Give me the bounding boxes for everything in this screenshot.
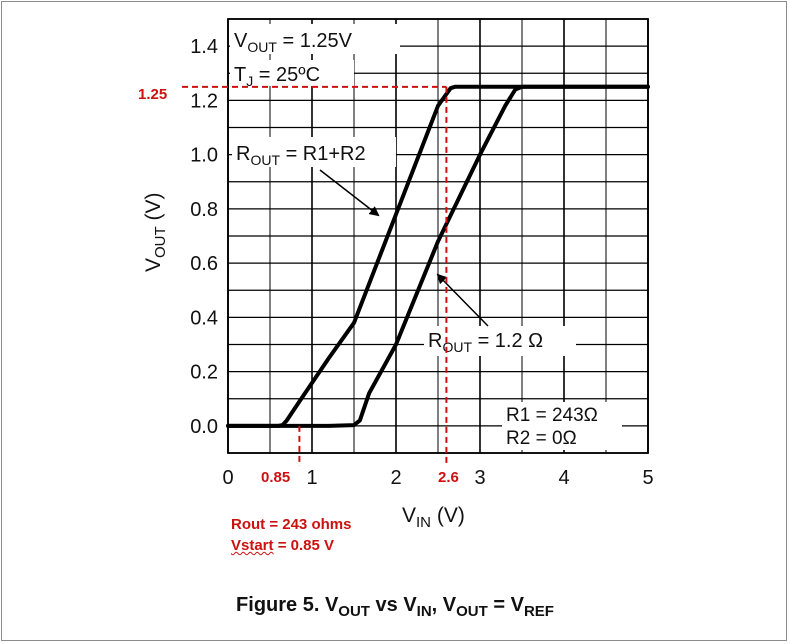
figure-caption: Figure 5. VOUT vs VIN, VOUT = VREF <box>236 594 554 620</box>
y-axis-title: VOUT (V) <box>142 192 169 272</box>
y-marker-label: 1.25 <box>138 86 167 103</box>
annotation-notes: Rout = 243 ohms Vstart = 0.85 V <box>231 514 351 556</box>
r-labels-bg <box>502 402 622 450</box>
grid <box>227 18 649 454</box>
y-tick-label: 1.0 <box>190 145 218 167</box>
note-vstart-word: Vstart <box>231 537 274 554</box>
x-tick-label: 5 <box>642 467 653 489</box>
label-rout2: ROUT = 1.2 Ω <box>428 330 543 355</box>
r2-label: R2 = 0Ω <box>506 428 577 449</box>
tick-labels: 0 1 2 3 4 5 0.0 0.2 0.4 0.6 0.8 1.0 1.2 1.4 <box>190 36 653 489</box>
y-tick-label: 0.6 <box>190 253 218 275</box>
x-tick-label: 3 <box>474 467 485 489</box>
label-rout1-bg <box>232 137 396 167</box>
y-tick-label: 1.4 <box>190 36 218 58</box>
note-vstart-value: = 0.85 V <box>273 537 334 554</box>
note-vstart: Vstart = 0.85 V <box>231 535 351 556</box>
x-axis-title: VIN (V) <box>402 504 465 531</box>
legend-tj-bg <box>230 60 354 86</box>
x-tick-label: 2 <box>390 467 401 489</box>
y-tick-label: 0.8 <box>190 199 218 221</box>
label-rout1: ROUT = R1+R2 <box>236 143 366 168</box>
legend-vout-bg <box>230 24 400 54</box>
plot-border <box>227 18 649 454</box>
note-rout: Rout = 243 ohms <box>231 516 352 533</box>
r1-label: R1 = 243Ω <box>506 405 598 426</box>
label-rout2-bg <box>424 326 576 356</box>
legend-tj: TJ = 25ºC <box>234 64 320 89</box>
x-tick-label: 1 <box>306 467 317 489</box>
y-tick-label: 0.2 <box>190 362 218 384</box>
arrow-rout2 <box>436 273 489 327</box>
curves <box>226 84 650 428</box>
x-marker2-label: 2.6 <box>438 469 459 486</box>
x-tick-label: 0 <box>222 467 233 489</box>
y-tick-label: 1.2 <box>190 90 218 112</box>
x-tick-label: 4 <box>558 467 569 489</box>
series-line-2 <box>226 84 650 428</box>
arrow-rout1 <box>319 169 380 217</box>
annotations <box>182 85 448 466</box>
x-marker1-label: 0.85 <box>261 469 290 486</box>
legend-vout: VOUT = 1.25V <box>234 30 353 55</box>
y-tick-label: 0.0 <box>190 416 218 438</box>
y-tick-label: 0.4 <box>190 307 218 329</box>
